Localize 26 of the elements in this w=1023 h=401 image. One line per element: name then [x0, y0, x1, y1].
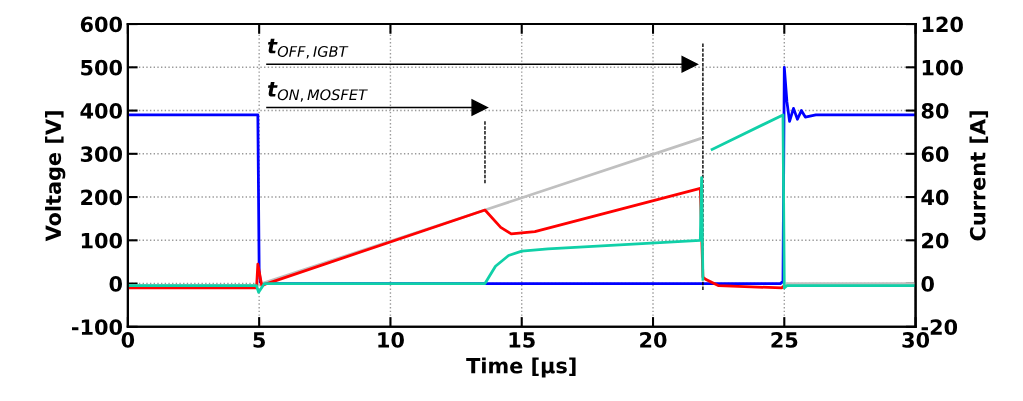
y-axis-title: Voltage [V] — [45, 111, 66, 242]
x-tick-label: 5 — [253, 332, 265, 348]
y2-tick-label: 80 — [921, 103, 949, 119]
x-tick-label: 25 — [771, 332, 798, 348]
x-tick-label: 15 — [509, 332, 535, 348]
x-tick-label: 20 — [640, 332, 667, 348]
y2-tick-label: 60 — [921, 146, 949, 163]
x-axis-title: Time [µs] — [466, 357, 576, 378]
x-tick-label: 10 — [378, 332, 404, 348]
y2-tick-label: 20 — [922, 232, 949, 249]
y2-tick-label: 120 — [922, 16, 963, 33]
annotation: t$_{OFF,IGBT}$ — [267, 38, 349, 59]
y-tick-label: 100 — [81, 232, 123, 249]
y-tick-label: 600 — [80, 16, 123, 33]
y-tick-label: 300 — [80, 146, 123, 163]
y-tick-label: 400 — [80, 103, 123, 119]
x-tick-label: 0 — [121, 332, 135, 348]
y-tick-label: 200 — [81, 189, 123, 206]
y-tick-label: -100 — [72, 319, 123, 336]
y-tick-label: 0 — [109, 276, 123, 292]
y2-tick-label: 100 — [922, 59, 963, 76]
y2-axis-title: Current [A] — [969, 111, 989, 241]
y2-tick-label: 0 — [921, 276, 934, 292]
y-tick-label: 500 — [81, 59, 123, 76]
annotation: t$_{ON,MOSFET}$ — [267, 81, 368, 102]
y2-tick-label: 40 — [921, 189, 949, 206]
